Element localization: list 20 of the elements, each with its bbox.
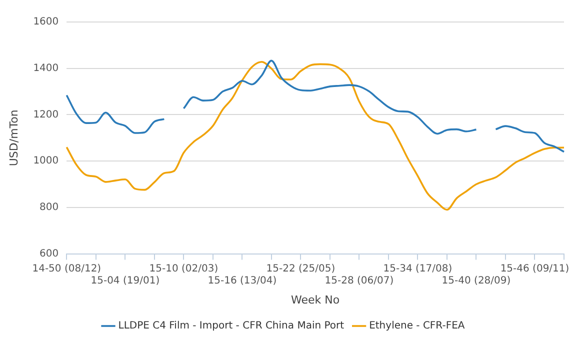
- x-tick-label: 14-50 (08/12): [32, 263, 102, 274]
- x-tick-label: 15-28 (06/07): [324, 275, 394, 286]
- y-axis-title: USD/mTon: [7, 110, 20, 166]
- y-tick-label: 1200: [33, 109, 59, 120]
- y-tick-label: 1000: [33, 156, 59, 167]
- x-axis-title: Week No: [291, 293, 340, 306]
- line-series: [66, 60, 565, 211]
- x-tick-label: 15-16 (13/04): [208, 275, 277, 286]
- y-tick-label: 1600: [33, 16, 59, 28]
- y-tick-label: 800: [40, 202, 59, 214]
- x-tick-label: 15-10 (02/03): [149, 263, 218, 274]
- x-tick-label: 15-46 (09/11): [500, 263, 570, 274]
- y-tick-label: 600: [40, 248, 59, 260]
- x-tick-label: 15-22 (25/05): [266, 263, 336, 274]
- x-tick-label: 15-40 (28/09): [442, 275, 511, 286]
- legend-label: LLDPE C4 Film - Import - CFR China Main Port: [118, 320, 344, 332]
- legend-label: Ethylene - CFR-FEA: [369, 320, 465, 332]
- x-tick-label: 15-04 (19/01): [90, 275, 160, 286]
- y-tick-label: 1400: [33, 62, 59, 74]
- x-tick-label: 15-34 (17/08): [383, 263, 452, 274]
